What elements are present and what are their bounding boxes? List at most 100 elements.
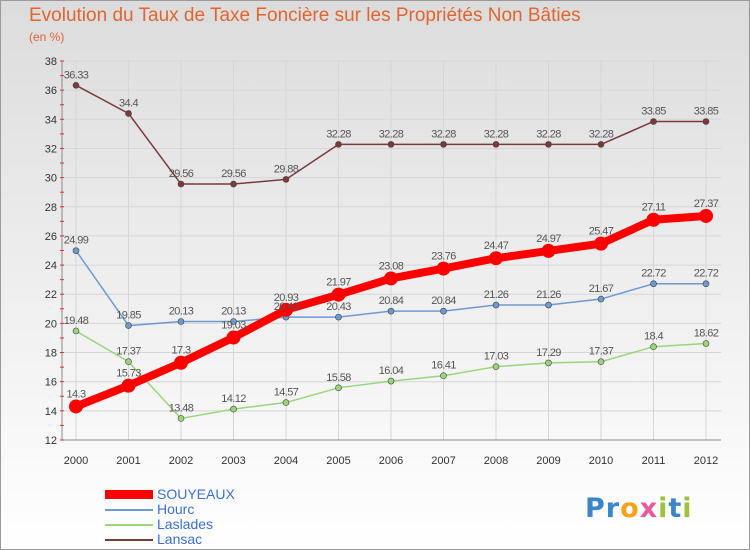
point-hourc xyxy=(335,313,342,321)
x-tick-label: 2010 xyxy=(589,455,613,467)
x-tick-label: 2004 xyxy=(274,455,298,467)
x-tick-label: 2002 xyxy=(169,455,193,467)
legend-swatch xyxy=(105,490,153,499)
x-tick-label: 2003 xyxy=(221,455,245,467)
point-hourc xyxy=(440,307,447,315)
point-lansac xyxy=(282,176,290,183)
point-laslades xyxy=(177,415,185,422)
point-laslades xyxy=(72,327,80,335)
point-lansac xyxy=(440,141,447,148)
point-souyeaux xyxy=(541,243,556,258)
legend-label: Lansac xyxy=(157,531,203,547)
data-label-hourc: 24.99 xyxy=(64,235,89,247)
data-label-souyeaux: 21.97 xyxy=(326,277,351,289)
data-label-laslades: 17.37 xyxy=(116,346,141,358)
data-label-souyeaux: 27.37 xyxy=(694,198,719,210)
data-label-lansac: 32.28 xyxy=(326,128,351,140)
data-label-laslades: 14.12 xyxy=(221,393,246,405)
data-label-souyeaux: 19.03 xyxy=(221,320,246,332)
legend-item-lansac: Lansac xyxy=(105,532,202,547)
legend-swatch xyxy=(105,538,153,541)
point-souyeaux xyxy=(226,330,241,345)
data-label-hourc: 21.26 xyxy=(536,289,561,301)
y-tick-label: 34 xyxy=(45,114,57,126)
legend-label: Laslades xyxy=(157,516,214,532)
data-label-laslades: 18.62 xyxy=(694,328,719,340)
data-label-lansac: 29.88 xyxy=(274,163,299,175)
point-souyeaux xyxy=(489,251,503,266)
legend-swatch xyxy=(105,523,153,526)
point-lansac xyxy=(387,141,395,148)
legend-label: SOUYEAUX xyxy=(157,486,235,502)
logo-letter: t xyxy=(668,493,683,524)
y-tick-label: 14 xyxy=(45,406,57,418)
data-label-lansac: 32.28 xyxy=(536,128,561,140)
legend-item-laslades: Laslades xyxy=(105,517,213,532)
data-label-laslades: 17.29 xyxy=(536,347,561,359)
point-lansac xyxy=(545,141,552,148)
data-label-hourc: 20.43 xyxy=(326,301,351,313)
data-label-hourc: 20.84 xyxy=(431,295,456,307)
data-label-laslades: 14.57 xyxy=(274,387,299,399)
data-label-laslades: 17.37 xyxy=(589,346,614,358)
y-tick-label: 28 xyxy=(45,202,57,214)
data-label-souyeaux: 15.73 xyxy=(116,368,141,380)
data-label-hourc: 21.26 xyxy=(484,289,509,301)
point-lansac xyxy=(230,180,237,188)
data-label-hourc: 21.67 xyxy=(589,283,614,295)
x-tick-label: 2011 xyxy=(642,455,666,467)
y-tick-label: 24 xyxy=(45,260,57,272)
data-label-lansac: 29.56 xyxy=(221,168,246,180)
x-tick-label: 2012 xyxy=(694,455,718,467)
logo-letter: P xyxy=(585,493,606,524)
y-tick-label: 36 xyxy=(45,85,57,97)
data-label-lansac: 34.4 xyxy=(119,97,138,109)
legend-item-souyeaux: SOUYEAUX xyxy=(105,487,235,502)
data-label-hourc: 20.13 xyxy=(221,305,246,317)
point-laslades xyxy=(650,343,657,351)
point-lansac xyxy=(702,118,710,125)
y-tick-label: 16 xyxy=(45,377,57,389)
logo-letter: i xyxy=(682,493,693,524)
point-hourc xyxy=(492,301,500,309)
data-labels: 36.33 34.4 29.56 29.56 29.88 32.28 32.28 32.28 3… xyxy=(64,69,720,414)
data-label-lansac: 32.28 xyxy=(431,128,456,140)
legend-label: Hourc xyxy=(157,501,195,517)
point-souyeaux xyxy=(69,399,83,414)
x-tick-label: 2005 xyxy=(326,455,350,467)
series xyxy=(69,82,713,422)
logo-letter: x xyxy=(639,493,659,524)
data-label-hourc: 22.72 xyxy=(694,268,719,280)
point-laslades xyxy=(545,359,552,367)
point-hourc xyxy=(125,322,132,329)
unit-label: (en %) xyxy=(29,30,65,44)
point-hourc xyxy=(230,318,237,325)
y-tick-label: 20 xyxy=(45,318,57,330)
legend-swatch xyxy=(105,508,153,511)
point-hourc xyxy=(387,307,395,315)
x-tick-label: 2009 xyxy=(536,455,560,467)
point-hourc xyxy=(545,301,552,309)
data-label-souyeaux: 20.93 xyxy=(274,292,299,304)
data-label-laslades: 16.41 xyxy=(431,360,456,372)
chart-title: Evolution du Taux de Taxe Foncière sur l… xyxy=(29,5,581,26)
data-label-souyeaux: 24.97 xyxy=(536,233,561,245)
point-lansac xyxy=(177,180,185,188)
data-label-souyeaux: 25.47 xyxy=(589,226,614,238)
point-laslades xyxy=(440,372,447,380)
point-lansac xyxy=(125,110,132,117)
data-label-lansac: 29.56 xyxy=(169,168,194,180)
point-laslades xyxy=(492,363,500,370)
x-tick-label: 2000 xyxy=(64,455,88,467)
point-souyeaux xyxy=(384,271,398,286)
axes: 12 14 16 18 20 22 24 26 28 30 32 34 36 38 2000 2001 2002… xyxy=(45,56,721,467)
point-souyeaux xyxy=(331,287,346,302)
point-souyeaux xyxy=(279,302,293,317)
data-label-lansac: 32.28 xyxy=(484,128,509,140)
point-laslades xyxy=(597,358,605,366)
logo-letter: r xyxy=(605,493,621,524)
legend-item-hourc: Hourc xyxy=(105,502,194,517)
point-laslades xyxy=(387,377,395,385)
point-souyeaux xyxy=(646,212,661,227)
